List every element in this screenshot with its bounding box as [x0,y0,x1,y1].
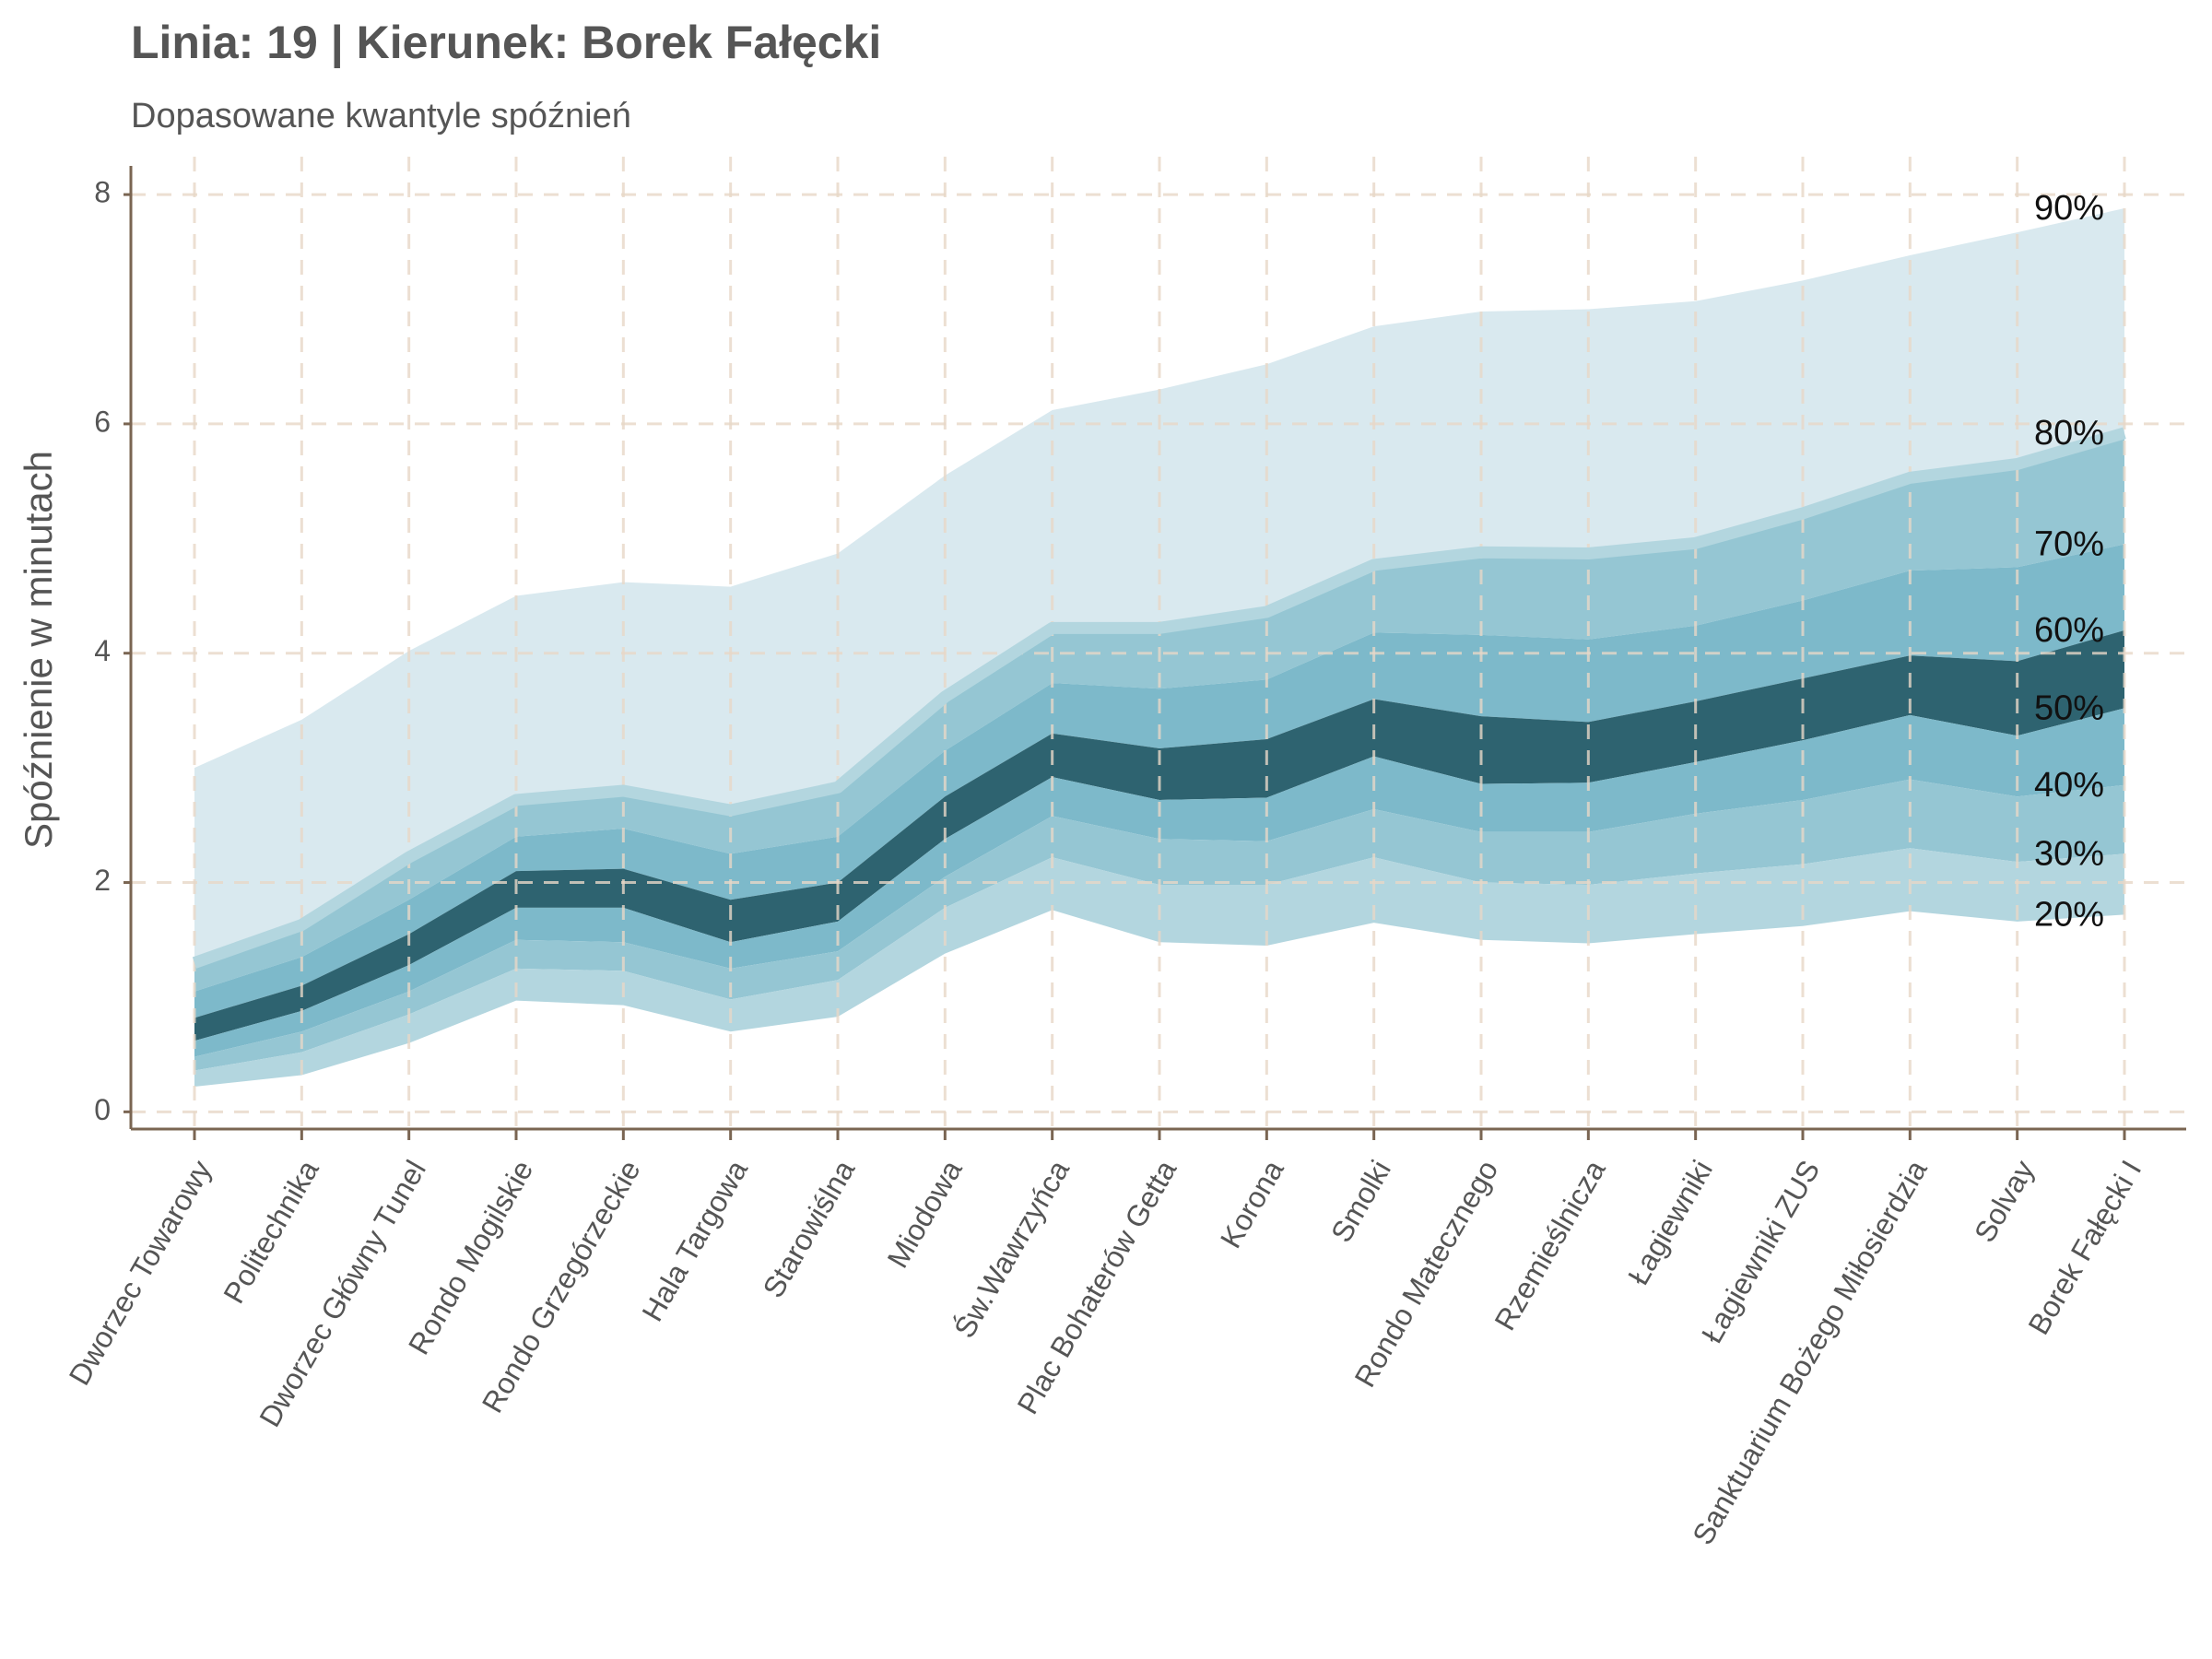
y-tick-label: 4 [94,634,111,667]
x-tick-label: Borek Fałęcki I [2021,1155,2147,1340]
quantile-label: 50% [2034,688,2104,727]
y-tick-label: 8 [94,176,111,209]
quantile-label: 20% [2034,895,2104,934]
y-tick-label: 2 [94,864,111,897]
x-tick-label: Dworzec Towarowy [63,1155,218,1391]
quantile-label: 30% [2034,834,2104,873]
x-tick-label: Solvay [1968,1155,2041,1248]
x-tick-label: Rzemieślnicza [1488,1155,1611,1336]
x-tick-label: Politechnika [217,1155,325,1310]
x-tick-label: Starowiślna [757,1155,862,1303]
y-tick-label: 6 [94,405,111,438]
quantile-label: 70% [2034,525,2104,564]
quantile-band [194,544,2124,1018]
quantile-band [194,432,2124,992]
y-axis-label: Spóźnienie w minutach [17,451,60,849]
quantile-label: 90% [2034,189,2104,228]
quantile-label: 80% [2034,414,2104,453]
x-tick-label: Smolki [1324,1155,1397,1248]
quantile-band [194,629,2124,1041]
x-tick-label: Miodowa [881,1155,969,1274]
x-tick-label: Św.Wawrzyńca [947,1155,1076,1344]
quantile-band [194,779,2124,1071]
x-tick-label: Łagiewniki ZUS [1695,1155,1826,1349]
y-tick-label: 0 [94,1093,111,1126]
chart-title: Linia: 19 | Kierunek: Borek Fałęcki [131,17,881,69]
quantile-label: 60% [2034,611,2104,650]
x-tick-label: Hala Targowa [635,1155,754,1327]
chart-subtitle: Dopasowane kwantyle spóźnień [131,97,631,135]
quantile-label: 40% [2034,766,2104,805]
quantile-band [194,708,2124,1057]
x-tick-label: Łagiewniki [1621,1155,1719,1290]
median-line [192,427,2126,969]
quantile-band [194,208,2124,963]
x-tick-label: Sanktuarium Bożego Miłosierdzia [1686,1155,1934,1550]
quantile-band [194,848,2124,1087]
x-tick-label: Korona [1214,1155,1290,1254]
